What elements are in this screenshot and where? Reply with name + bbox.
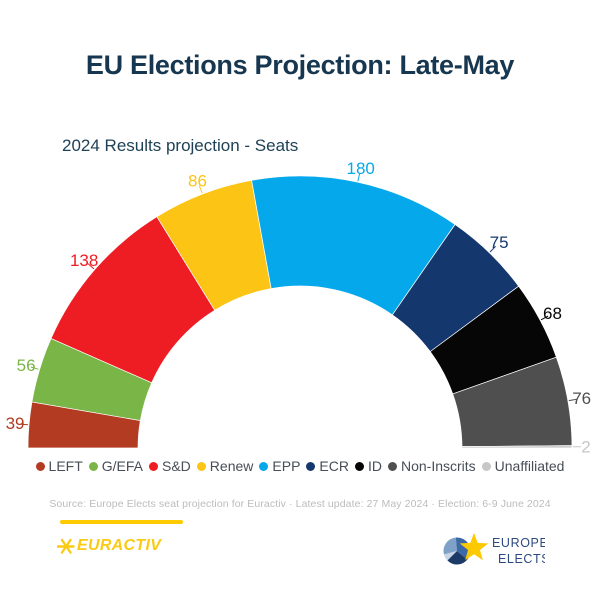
legend-dot	[149, 461, 158, 471]
page-title: EU Elections Projection: Late-May	[85, 50, 515, 80]
legend-item-Renew: Renew	[196, 458, 254, 474]
segment-tick-ECR	[489, 245, 496, 253]
chart-subtitle: 2024 Results projection - Seats	[62, 136, 299, 155]
euractiv-star-icon	[57, 538, 75, 554]
segment-tick-Non-Inscrits	[568, 398, 577, 402]
segment-tick-G/EFA	[30, 366, 39, 370]
legend-label: Unaffiliated	[494, 458, 565, 474]
europe-elects-pie-icon	[443, 537, 471, 565]
legend-item-ID: ID	[354, 458, 382, 474]
legend-dot	[354, 461, 364, 471]
legend-label: ECR	[319, 458, 349, 474]
legend-label: Non-Inscrits	[400, 458, 476, 474]
segment-value-label-G/EFA: 56	[17, 356, 36, 375]
segment-Unaffiliated	[461, 445, 573, 449]
segment-value-label-Non-Inscrits: 76	[572, 389, 591, 408]
europe-elects-logo: EUROPE ELECTS	[440, 530, 550, 577]
segment-value-label-ECR: 75	[490, 233, 509, 252]
legend-item-Unaffiliated: Unaffiliated	[481, 458, 565, 474]
legend-item-ECR: ECR	[306, 458, 349, 474]
segment-value-label-Unaffiliated: 2	[581, 437, 590, 456]
segment-tick-ID	[540, 315, 549, 321]
legend-dot	[387, 461, 397, 471]
segment-value-label-ID: 68	[543, 304, 562, 323]
legend-label: Renew	[209, 458, 254, 474]
europe-elects-wordmark-line2: ELECTS	[498, 552, 545, 566]
legend-label: S&D	[162, 458, 191, 474]
legend-item-LEFT: LEFT	[35, 458, 83, 474]
euractiv-logo: EURACTIV	[57, 520, 183, 555]
segment-tick-EPP	[357, 173, 361, 182]
segment-value-label-EPP: 180	[346, 159, 374, 178]
euractiv-rule	[60, 520, 183, 524]
segment-tick-S&D	[87, 263, 95, 270]
legend-label: G/EFA	[101, 458, 143, 474]
segment-value-label-S&D: 138	[70, 251, 98, 270]
legend-dot	[88, 461, 98, 471]
legend-item-S&D: S&D	[149, 458, 191, 474]
legend-dot	[35, 461, 45, 471]
segment-tick-LEFT	[19, 423, 29, 426]
europe-elects-wordmark-line1: EUROPE	[492, 536, 545, 550]
legend-item-EPP: EPP	[259, 458, 300, 474]
chart-legend: LEFT G/EFA S&D Renew EPP ECR ID Non-Inscrits Una…	[0, 458, 600, 474]
europe-elects-star-icon	[459, 533, 489, 561]
legend-dot	[306, 461, 316, 471]
segment-value-label-Renew: 86	[188, 172, 207, 191]
legend-label: EPP	[272, 458, 301, 474]
segment-value-label-LEFT: 39	[6, 414, 25, 433]
legend-label: LEFT	[48, 458, 83, 474]
source-note: Source: Europe Elects seat projection fo…	[49, 498, 551, 510]
legend-item-G/EFA: G/EFA	[88, 458, 143, 474]
legend-dot	[196, 461, 206, 471]
legend-item-Non-Inscrits: Non-Inscrits	[387, 458, 476, 474]
euractiv-wordmark: EURACTIV	[77, 537, 162, 554]
legend-dot	[259, 461, 269, 471]
legend-label: ID	[367, 458, 382, 474]
segment-tick-Renew	[198, 185, 203, 194]
legend-dot	[481, 461, 491, 471]
